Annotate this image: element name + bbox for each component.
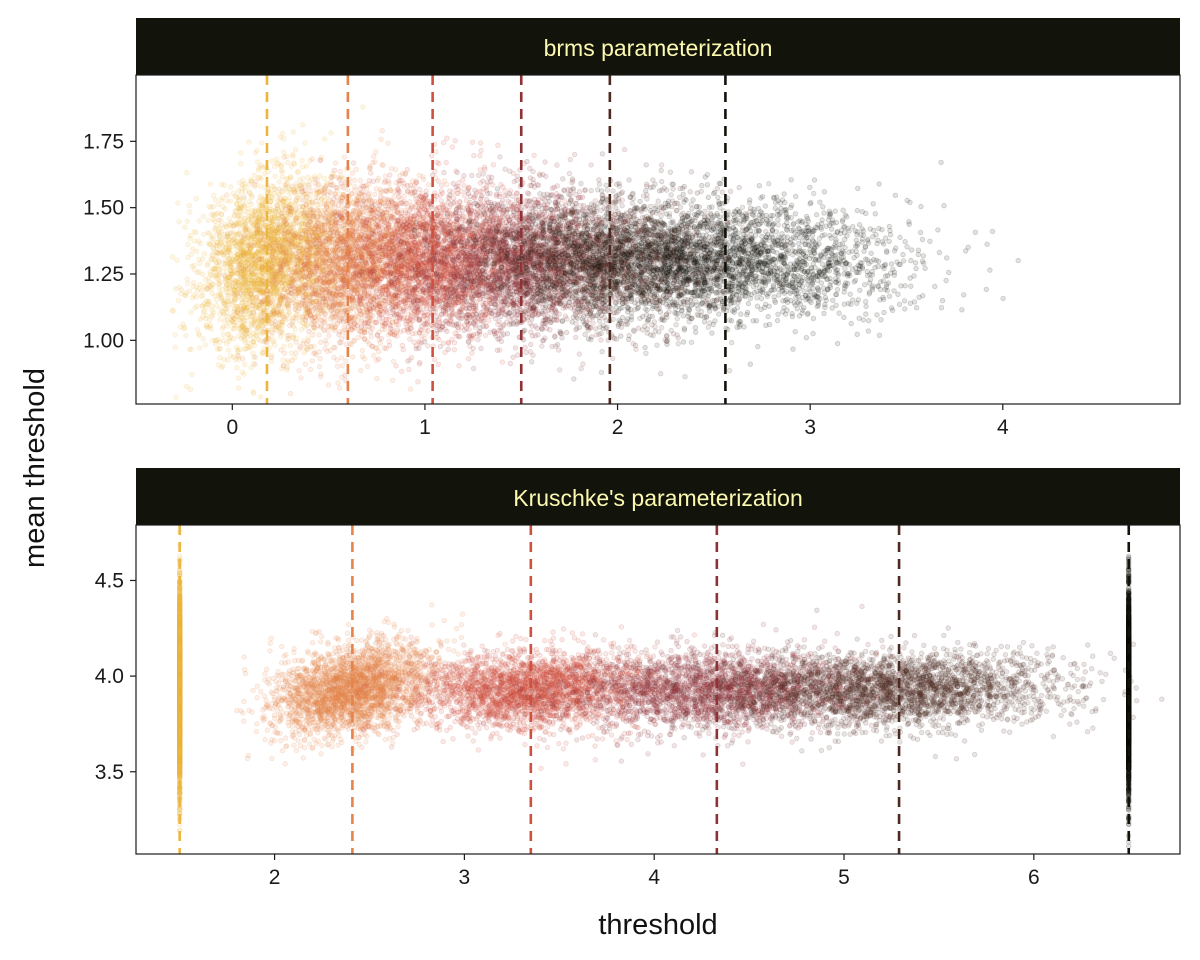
data-point <box>281 150 286 155</box>
data-point <box>183 293 188 298</box>
data-point <box>256 337 261 342</box>
data-point <box>195 304 200 309</box>
data-point <box>184 170 189 175</box>
data-point <box>216 363 221 368</box>
data-point <box>281 136 286 141</box>
data-point <box>187 289 192 294</box>
data-point <box>187 203 192 208</box>
data-point <box>207 243 212 248</box>
panel-title-brms: brms parameterization <box>544 35 773 61</box>
data-point <box>236 386 241 391</box>
data-point <box>289 351 294 356</box>
data-point <box>301 122 306 127</box>
data-point <box>176 298 181 303</box>
data-point <box>183 225 188 230</box>
data-point <box>221 332 226 337</box>
data-point <box>234 345 239 350</box>
data-point <box>192 268 197 273</box>
data-point <box>299 216 304 221</box>
data-point <box>206 261 211 266</box>
data-point <box>200 257 205 262</box>
data-point <box>185 219 190 224</box>
data-point <box>174 395 179 400</box>
data-point <box>197 219 202 224</box>
data-point <box>281 358 286 363</box>
data-point <box>187 347 192 352</box>
data-point <box>260 141 265 146</box>
data-point <box>248 178 253 183</box>
data-point <box>229 185 234 190</box>
data-point <box>242 347 247 352</box>
data-point <box>203 343 208 348</box>
data-point <box>231 191 236 196</box>
data-point <box>239 161 244 166</box>
data-point <box>176 201 181 206</box>
data-point <box>242 362 247 367</box>
data-point <box>322 176 327 181</box>
data-point <box>214 303 219 308</box>
data-point <box>173 333 178 338</box>
data-point <box>192 229 197 234</box>
data-point <box>247 199 252 204</box>
data-point <box>277 180 282 185</box>
data-point <box>191 280 196 285</box>
data-point <box>251 340 256 345</box>
data-point <box>251 351 256 356</box>
data-point <box>198 282 203 287</box>
data-point <box>208 182 213 187</box>
data-point <box>268 204 273 209</box>
data-point <box>177 220 182 225</box>
data-point <box>185 277 190 282</box>
data-point <box>194 196 199 201</box>
data-point <box>201 337 206 342</box>
data-point <box>191 247 196 252</box>
data-point <box>243 341 248 346</box>
data-point <box>285 160 290 165</box>
data-point <box>237 197 242 202</box>
data-point <box>202 252 207 257</box>
data-point <box>258 184 263 189</box>
data-point <box>192 263 197 268</box>
data-point <box>218 317 223 322</box>
data-point <box>221 205 226 210</box>
data-point <box>242 372 247 377</box>
data-point <box>262 346 267 351</box>
data-point <box>280 175 285 180</box>
data-point <box>225 199 230 204</box>
data-point <box>219 292 224 297</box>
data-point <box>184 333 189 338</box>
data-point <box>175 258 180 263</box>
data-point <box>287 196 292 201</box>
data-point <box>236 376 241 381</box>
data-point <box>216 202 221 207</box>
data-point <box>329 131 334 136</box>
data-point <box>247 140 252 145</box>
data-point <box>173 345 178 350</box>
data-point <box>210 313 215 318</box>
data-point <box>219 198 224 203</box>
data-point <box>269 210 274 215</box>
data-point <box>288 343 293 348</box>
data-point <box>273 174 278 179</box>
data-point <box>182 326 187 331</box>
